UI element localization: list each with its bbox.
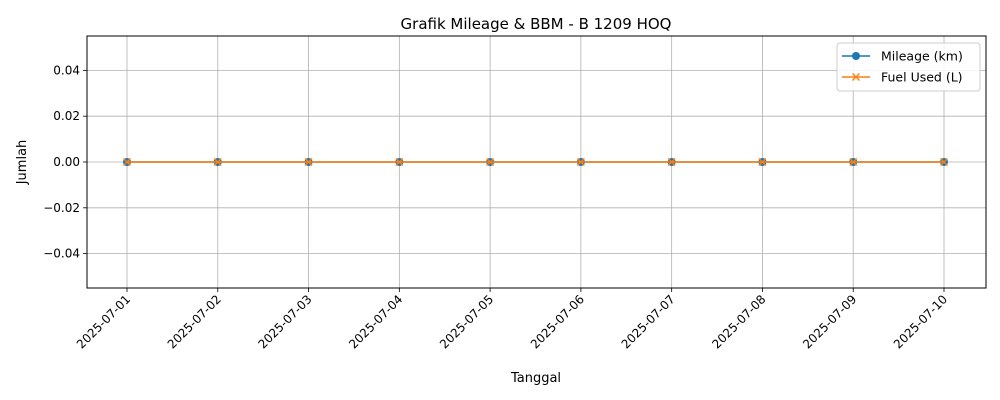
y-tick-label: 0.04 — [53, 63, 80, 77]
series-2-point — [576, 158, 585, 166]
y-tick-label: 0.00 — [53, 155, 80, 169]
legend-marker — [852, 73, 860, 81]
legend-box — [836, 42, 981, 92]
y-ticks: −0.04 −0.02 0.00 0.02 0.04 — [43, 63, 87, 261]
series-layer — [123, 158, 948, 166]
series-2-point — [395, 158, 404, 166]
y-tick-label: 0.02 — [53, 109, 80, 123]
series-2-point — [940, 158, 948, 166]
series-2-point — [758, 158, 767, 166]
y-tick-label: −0.04 — [43, 247, 80, 261]
series-2-point — [304, 158, 313, 166]
series-2-point — [486, 158, 495, 166]
series-2-point — [667, 158, 676, 166]
x-axis-label: Tanggal — [510, 371, 561, 386]
series-2-point — [213, 158, 222, 166]
legend-label: Fuel Used (L) — [881, 70, 963, 85]
legend-marker — [852, 52, 860, 60]
series-2-point — [123, 158, 131, 166]
y-axis-label: Jumlah — [15, 140, 30, 186]
legend: Mileage (km) Fuel Used (L) — [836, 42, 981, 92]
chart-title: Grafik Mileage & BBM - B 1209 HOQ — [401, 15, 672, 33]
y-tick-label: −0.02 — [43, 201, 80, 215]
series-2-point — [849, 158, 858, 166]
legend-label: Mileage (km) — [881, 49, 963, 64]
